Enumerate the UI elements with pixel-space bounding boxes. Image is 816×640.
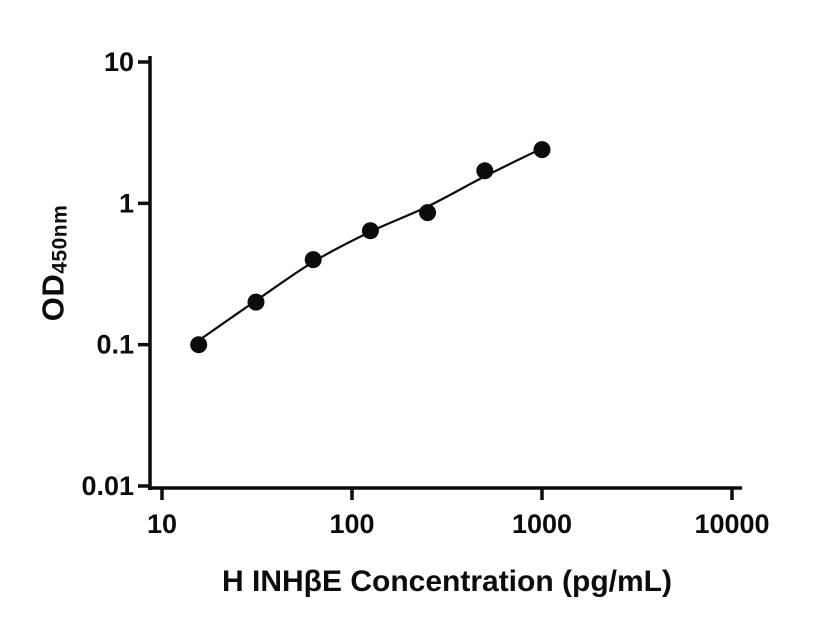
y-tick-label: 0.1 — [96, 330, 134, 360]
x-tick-label: 100 — [329, 509, 374, 539]
fit-line — [198, 147, 543, 342]
y-axis-title-subscript: 450nm — [48, 204, 72, 274]
data-point — [190, 336, 208, 354]
x-tick-label: 1000 — [512, 509, 572, 539]
data-point — [361, 222, 379, 240]
y-axis-title: OD450nm — [36, 205, 73, 322]
x-tick-label: 10000 — [694, 509, 769, 539]
x-axis-title: H INHβE Concentration (pg/mL) — [222, 565, 672, 598]
data-point — [476, 162, 494, 180]
y-tick-label: 1 — [119, 188, 134, 218]
data-point — [533, 141, 551, 159]
y-tick-label: 0.01 — [81, 471, 134, 501]
data-point — [247, 293, 265, 311]
y-tick-label: 10 — [104, 47, 134, 77]
x-tick-label: 10 — [147, 509, 177, 539]
data-point — [419, 204, 437, 222]
data-point — [304, 251, 322, 269]
y-axis-title-main: OD — [35, 273, 71, 322]
